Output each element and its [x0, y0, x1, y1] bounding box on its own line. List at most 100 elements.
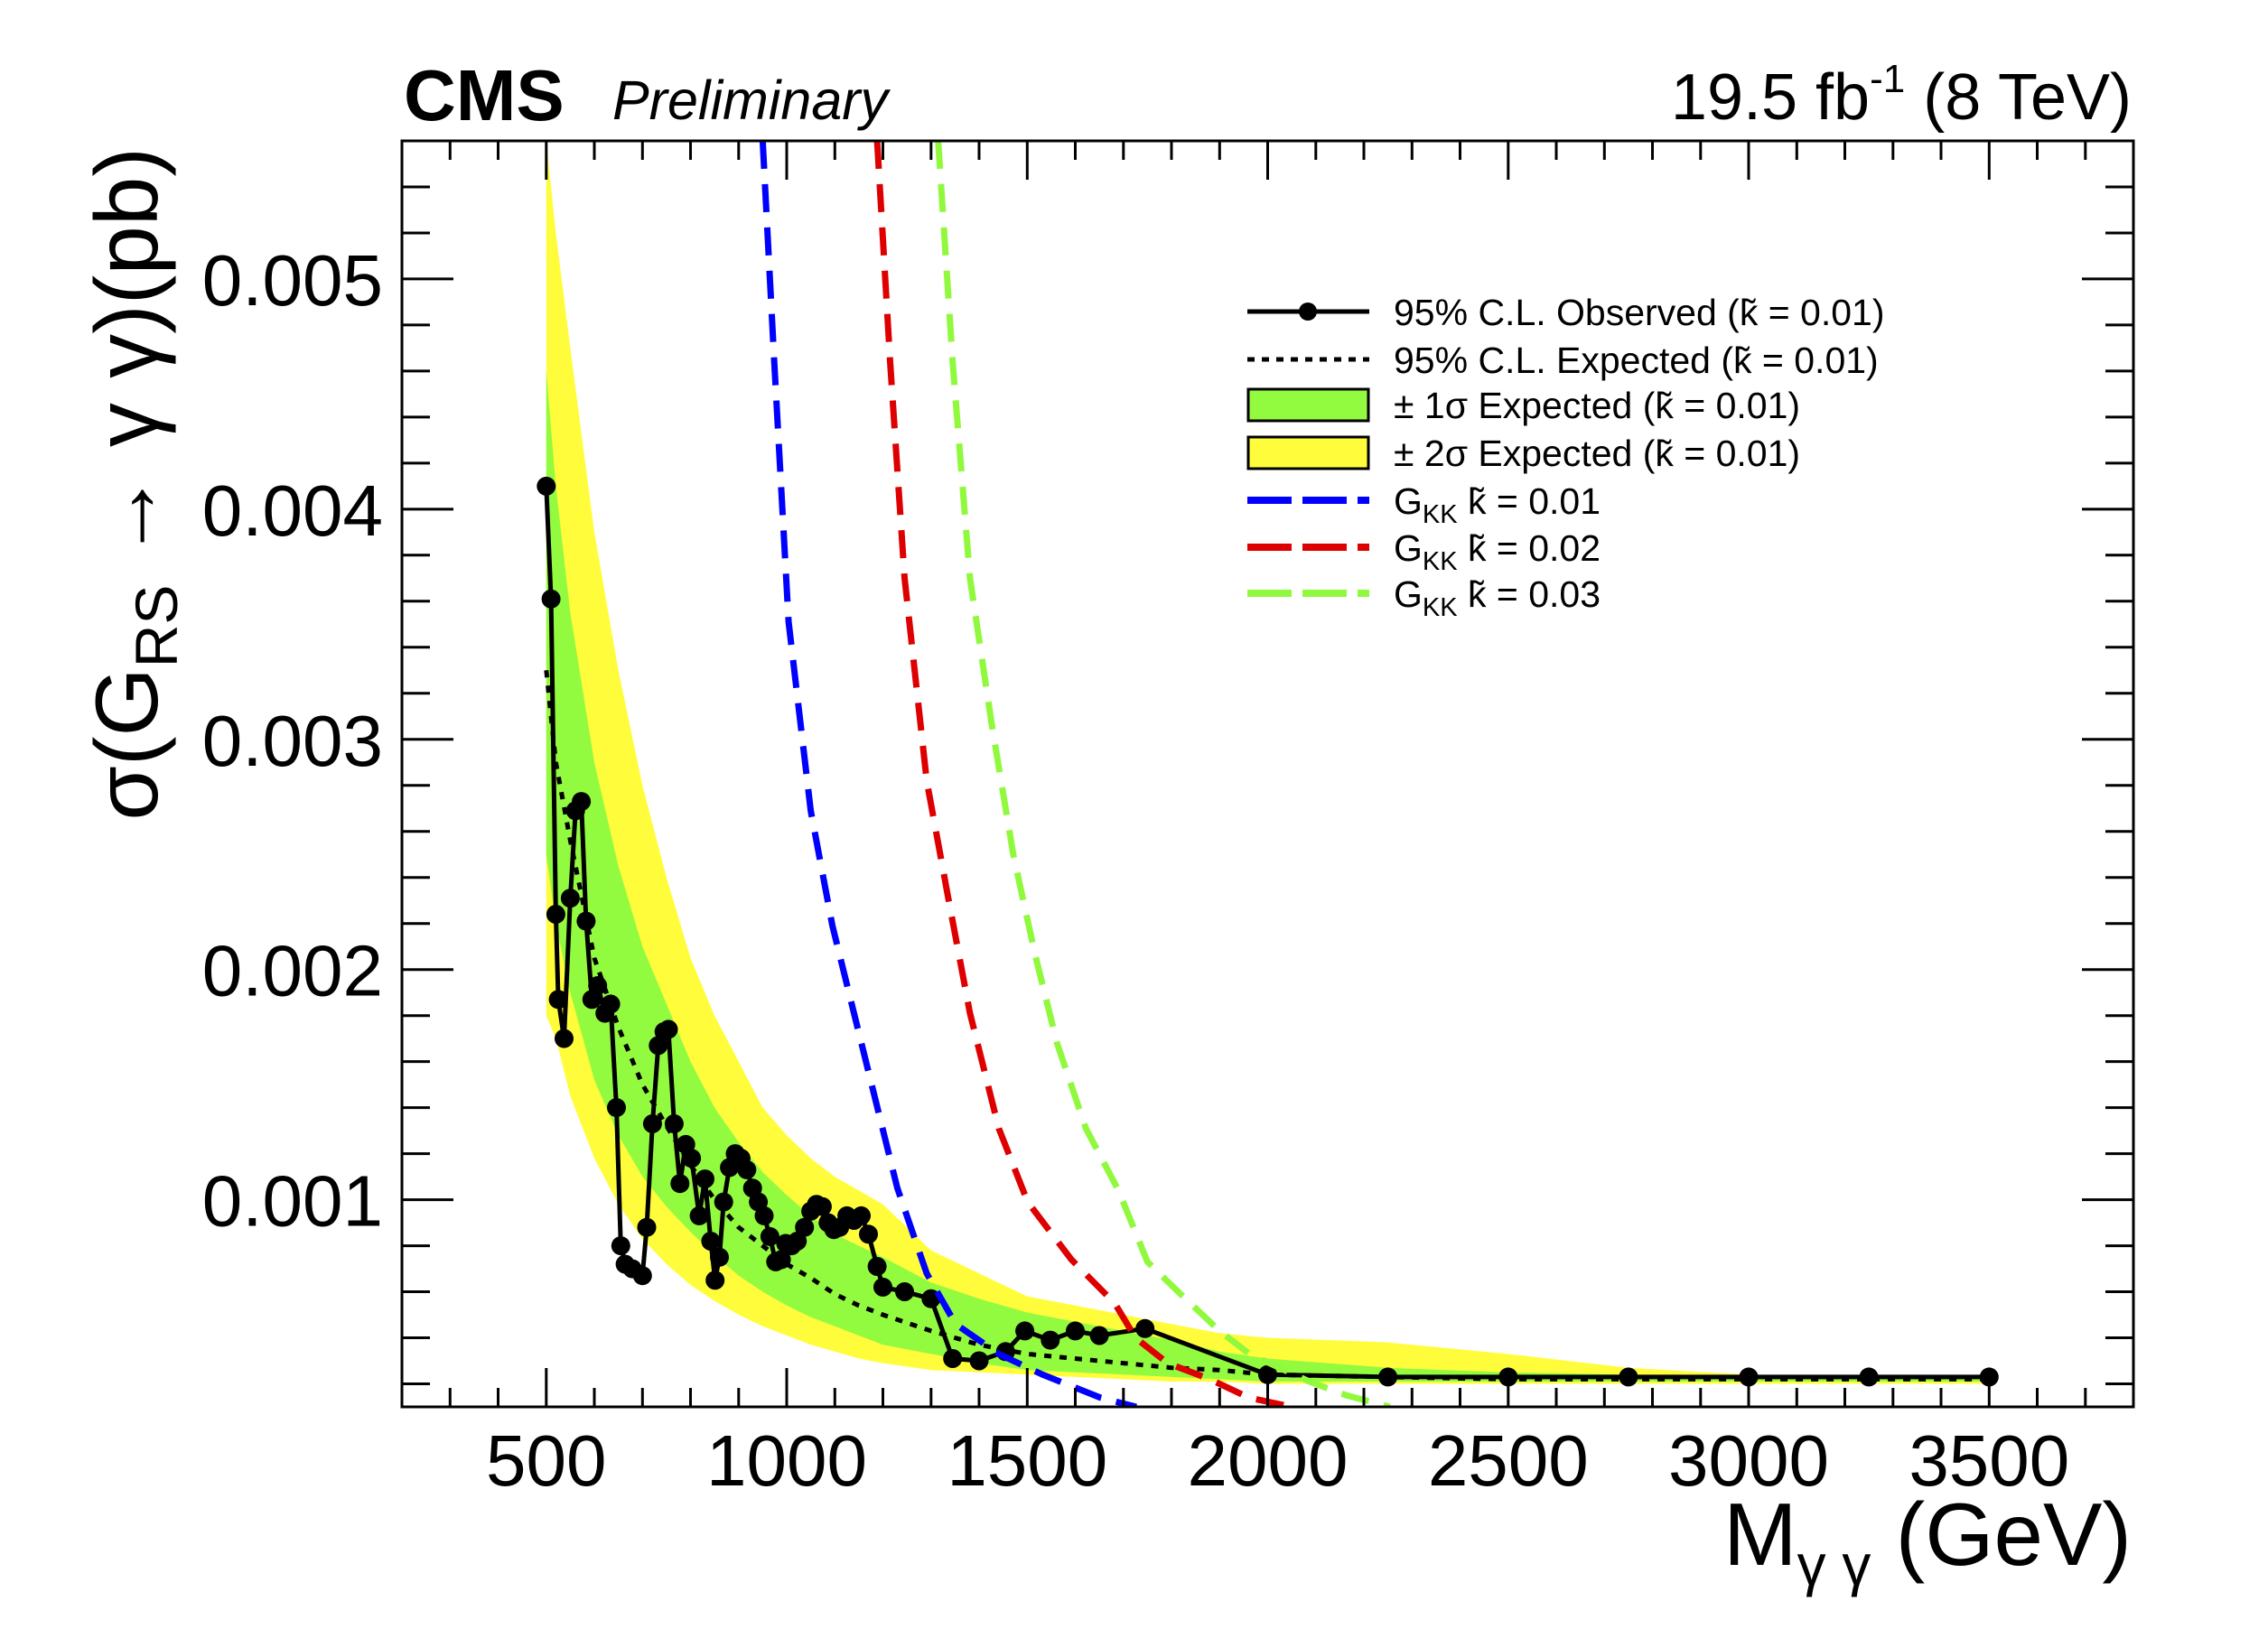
observed-point [1378, 1367, 1398, 1387]
y-tick-label: 0.005 [202, 240, 383, 321]
bands-layer [546, 141, 1990, 1384]
expected-layer [544, 670, 1990, 1382]
x-tick-label: 1500 [947, 1420, 1107, 1501]
observed-point [548, 990, 568, 1010]
observed-point [1859, 1367, 1879, 1387]
y-axis-title-rest: → γ γ)(pb) [77, 147, 176, 585]
band-1sigma [546, 370, 1990, 1382]
observed-point [754, 1205, 774, 1225]
legend-entry-theory-k001: GKK k̃ = 0.01 [1247, 480, 1601, 529]
legend-entry-2sigma: ± 2σ Expected (k̃ = 0.01) [1246, 433, 1800, 474]
y-axis-title-main: σ(G [77, 667, 176, 820]
tick-labels: 500 1000 1500 2000 2500 3000 3500 0.001 0.002 0.0… [202, 240, 2069, 1501]
legend-label-2sigma: ± 2σ Expected (k̃ = 0.01) [1394, 433, 1800, 474]
observed-point [1619, 1367, 1638, 1387]
observed-point [658, 1019, 678, 1039]
observed-point [1066, 1321, 1085, 1341]
theory-curve-k-003 [935, 141, 1391, 1407]
band-2sigma [546, 141, 1990, 1384]
observed-point [637, 1217, 657, 1237]
observed-point [555, 1029, 574, 1048]
theory-curve-k-002 [873, 141, 1293, 1407]
y-axis-title-subscript: RS [123, 585, 190, 668]
legend-theory-k003-prefix: G [1394, 573, 1423, 615]
observed-point [695, 1169, 714, 1189]
legend-theory-k002-suffix: k̃ = 0.02 [1458, 527, 1601, 569]
legend-entry-expected: 95% C.L. Expected (k̃ = 0.01) [1247, 340, 1879, 381]
observed-point [1089, 1326, 1109, 1345]
legend-2sigma-box-icon [1246, 435, 1370, 470]
observed-point [859, 1224, 878, 1244]
observed-point [632, 1266, 652, 1286]
observed-point [576, 911, 596, 931]
x-tick-label: 3500 [1909, 1420, 2069, 1501]
observed-point [1135, 1318, 1155, 1338]
legend-label-1sigma: ± 1σ Expected (k̃ = 0.01) [1394, 385, 1800, 426]
observed-point [572, 792, 592, 812]
observed-point [771, 1250, 791, 1270]
observed-point [969, 1351, 989, 1371]
y-tick-label: 0.002 [202, 931, 383, 1011]
x-axis-title-unit: (GeV) [1871, 1485, 2132, 1584]
observed-point [867, 1257, 887, 1276]
status-label: Preliminary [612, 70, 891, 131]
x-axis-title-main: M [1723, 1485, 1797, 1584]
luminosity-label: 19.5 fb-1 (8 TeV) [1671, 57, 2132, 134]
observed-point [795, 1217, 815, 1237]
luminosity-exponent: -1 [1870, 57, 1905, 101]
observed-layer [537, 476, 1999, 1387]
observed-point [895, 1282, 914, 1301]
expected-limit-line [544, 670, 1990, 1382]
y-tick-label: 0.001 [202, 1161, 383, 1242]
observed-point [705, 1271, 725, 1290]
legend-theory-k003-subscript: KK [1423, 593, 1458, 622]
legend-theory-k003-suffix: k̃ = 0.03 [1458, 573, 1601, 615]
observed-point [1015, 1321, 1035, 1341]
axes [400, 139, 2135, 1409]
legend-entry-observed: 95% C.L. Observed (k̃ = 0.01) [1247, 292, 1885, 333]
x-axis-title-subscript: γ γ [1797, 1532, 1871, 1597]
observed-point [701, 1232, 721, 1251]
theory-layer [759, 141, 1391, 1407]
observed-point [714, 1192, 733, 1212]
theory-curve-k-001 [759, 141, 1137, 1407]
observed-point [1041, 1330, 1060, 1350]
legend-entry-1sigma: ± 1σ Expected (k̃ = 0.01) [1246, 385, 1800, 426]
observed-point [541, 589, 561, 609]
observed-point [682, 1149, 702, 1168]
experiment-label: CMS [404, 55, 565, 135]
x-tick-label: 500 [486, 1420, 606, 1501]
observed-point [588, 976, 608, 995]
observed-point [852, 1205, 871, 1225]
observed-point [546, 905, 565, 924]
observed-point [601, 994, 621, 1014]
legend-entry-theory-k002: GKK k̃ = 0.02 [1247, 527, 1601, 576]
x-tick-label: 1000 [706, 1420, 867, 1501]
legend-theory-k002-subscript: KK [1423, 547, 1458, 576]
legend-theory-k001-suffix: k̃ = 0.01 [1458, 480, 1601, 522]
energy-label: (8 TeV) [1905, 61, 2132, 134]
observed-point [943, 1349, 963, 1368]
legend-label-theory-k002: GKK k̃ = 0.02 [1394, 527, 1601, 576]
plot-area [537, 141, 1999, 1407]
observed-point [537, 476, 556, 496]
observed-point [812, 1196, 832, 1216]
observed-point [670, 1174, 690, 1194]
observed-point [689, 1205, 709, 1225]
observed-point [560, 889, 580, 908]
legend-label-observed: 95% C.L. Observed (k̃ = 0.01) [1394, 292, 1885, 333]
legend-observed-marker-icon [1299, 303, 1317, 321]
legend-label-expected: 95% C.L. Expected (k̃ = 0.01) [1394, 340, 1879, 381]
observed-point [760, 1226, 779, 1246]
x-tick-label: 2000 [1188, 1420, 1349, 1501]
legend-1sigma-box-icon [1246, 387, 1370, 423]
legend-theory-k001-subscript: KK [1423, 500, 1458, 529]
observed-point [710, 1247, 729, 1267]
luminosity-value: 19.5 fb [1671, 61, 1870, 134]
y-tick-label: 0.003 [202, 701, 383, 781]
x-tick-label: 2500 [1428, 1420, 1589, 1501]
y-tick-label: 0.004 [202, 470, 383, 551]
legend: 95% C.L. Observed (k̃ = 0.01) 95% C.L. E… [1246, 292, 1885, 622]
x-axis-title: Mγ γ (GeV) [1723, 1485, 2132, 1597]
